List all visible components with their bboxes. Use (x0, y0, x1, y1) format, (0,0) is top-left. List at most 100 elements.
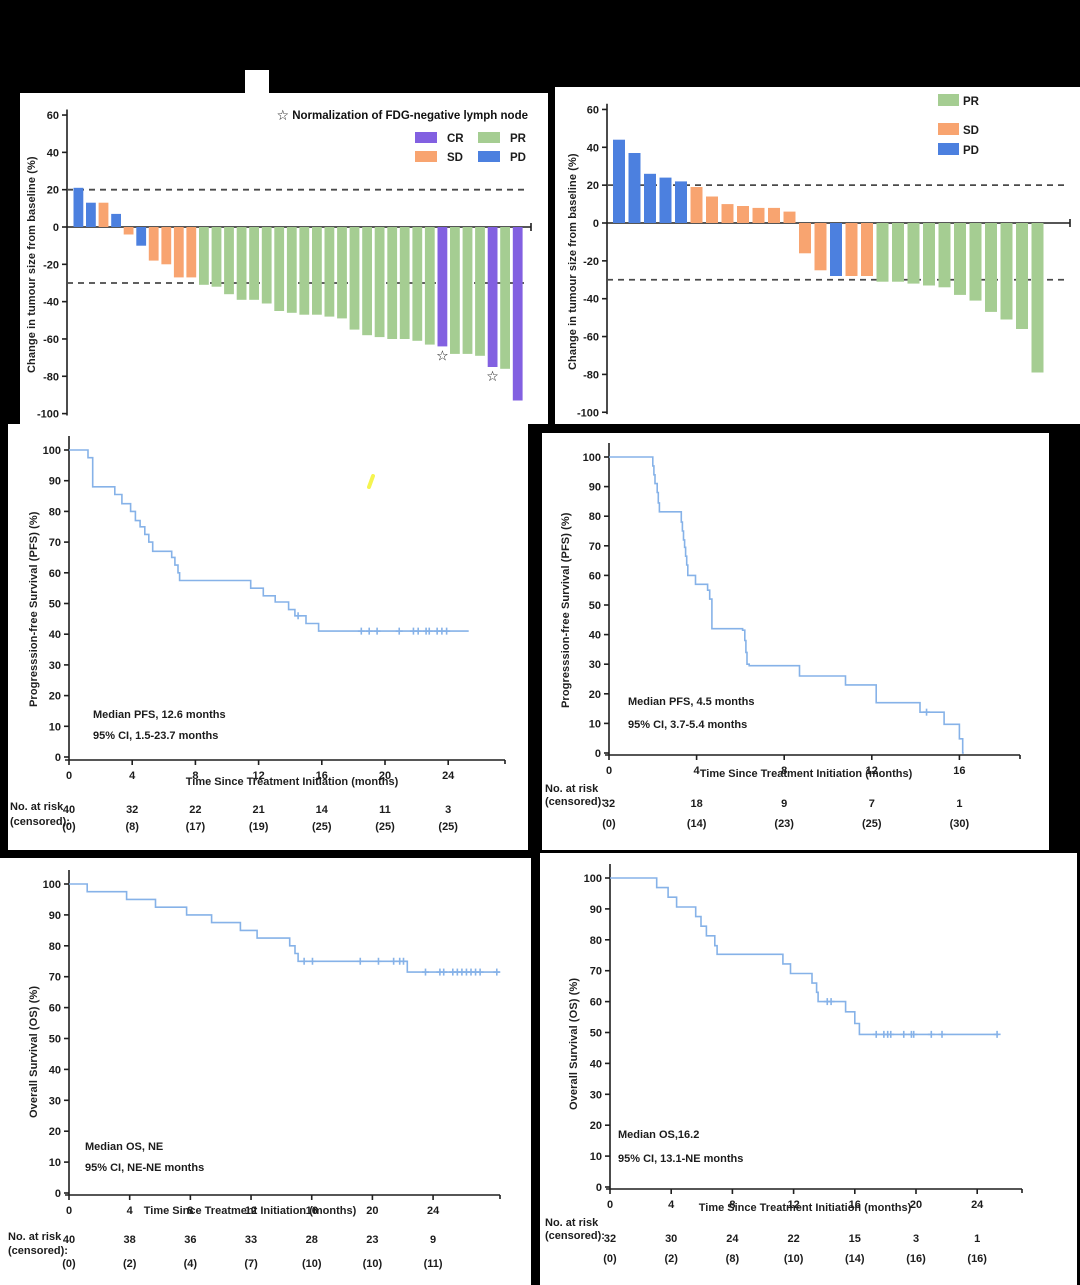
y-tick-label: 90 (49, 910, 61, 922)
censored-count: (7) (244, 1258, 258, 1270)
y-axis-label: Overall Survival (OS) (%) (568, 977, 580, 1110)
censored-count: (10) (363, 1258, 383, 1270)
median-annotation: Median OS, NE (85, 1141, 164, 1153)
stray-highlight-mark (367, 474, 375, 489)
y-tick-label: 50 (49, 1034, 61, 1046)
x-tick-label: 4 (127, 1205, 134, 1217)
censored-count: (17) (186, 821, 206, 833)
waterfall-chart-cohort2: 60 40 20 0 -20 -40 -60 -80 -100 PR SD PD (577, 94, 1071, 419)
censored-count: (25) (862, 818, 882, 830)
legend-label-sd: SD (447, 152, 463, 164)
y-tick-label: 70 (49, 537, 61, 549)
x-tick-label: 16 (306, 1205, 318, 1217)
legend-label-pr: PR (510, 133, 527, 145)
censored-count: (11) (424, 1258, 443, 1270)
waterfall-bar (628, 153, 641, 223)
waterfall-bar (412, 227, 423, 341)
y-tick-label: 40 (587, 142, 599, 154)
y-tick-label: -100 (37, 409, 59, 421)
page-tab-notch (245, 70, 269, 93)
waterfall-bar (437, 227, 448, 347)
x-tick-label: 24 (427, 1205, 440, 1217)
y-tick-label: 60 (589, 570, 601, 582)
risk-table-label: No. at risk (545, 783, 599, 795)
y-axis-label: Progresssion-free Survival (PFS) (%) (28, 511, 40, 707)
median-annotation: Median PFS, 12.6 months (93, 709, 226, 721)
risk-count: 40 (63, 1234, 75, 1246)
censored-table-label: (censored): (10, 816, 70, 828)
censored-count: (14) (687, 818, 707, 830)
waterfall-bar (512, 227, 523, 401)
censored-count: (10) (784, 1253, 804, 1265)
censored-count: (10) (302, 1258, 322, 1270)
star-icon: ☆ (276, 107, 290, 123)
waterfall-bar (892, 223, 904, 282)
y-tick-label: 40 (49, 629, 61, 641)
x-tick-label: 12 (245, 1205, 257, 1217)
waterfall-bar (173, 227, 184, 278)
censored-count: (2) (123, 1258, 137, 1270)
y-tick-label: 100 (583, 452, 601, 464)
x-axis-label: Time Since Treatment Initiation (months) (698, 1202, 912, 1214)
y-tick-label: -60 (43, 334, 59, 346)
waterfall-bar (675, 181, 687, 223)
star-legend-note-text: Normalization of FDG-negative lymph node (292, 110, 528, 122)
star-icon: ☆ (486, 368, 499, 384)
waterfall-bar (374, 227, 385, 338)
waterfall-bar (613, 139, 625, 223)
y-tick-label: 80 (49, 941, 61, 953)
waterfall-bar (312, 227, 322, 315)
y-tick-label: 10 (49, 1157, 61, 1169)
censored-count: (25) (312, 821, 332, 833)
ci-annotation: 95% CI, NE-NE months (85, 1162, 205, 1174)
y-tick-label: 50 (49, 599, 61, 611)
x-tick-label: 24 (971, 1199, 984, 1211)
legend-swatch-pr (478, 132, 500, 143)
censored-count: (16) (967, 1253, 987, 1265)
y-tick-label: 0 (53, 222, 59, 234)
waterfall-bar (73, 187, 84, 227)
km-curve (69, 883, 500, 973)
x-tick-label: 12 (866, 765, 878, 777)
waterfall-bar (123, 227, 134, 235)
x-tick-label: 16 (953, 765, 965, 777)
panel-waterfall-cohort2: 60 40 20 0 -20 -40 -60 -80 -100 PR SD PD Change in … (555, 87, 1080, 424)
y-axis-label: Progresssion-free Survival (PFS) (%) (560, 512, 572, 708)
waterfall-bar (299, 227, 310, 315)
censored-count: (4) (184, 1258, 198, 1270)
legend-swatch-cr (415, 132, 437, 143)
waterfall-bar (814, 223, 827, 271)
waterfall-bar (161, 227, 172, 265)
legend-swatch-sd (938, 123, 959, 135)
legend-swatch-pd (938, 143, 959, 155)
x-tick-label: 16 (849, 1199, 861, 1211)
ci-annotation: 95% CI, 1.5-23.7 months (93, 730, 219, 742)
y-tick-label: -40 (43, 297, 59, 309)
risk-count: 21 (252, 804, 264, 816)
x-tick-label: 8 (187, 1205, 193, 1217)
y-tick-label: 60 (590, 997, 602, 1009)
x-tick-label: 8 (781, 765, 787, 777)
waterfall-bar (286, 227, 297, 313)
censored-count: (14) (845, 1253, 865, 1265)
waterfall-bar (324, 227, 335, 317)
waterfall-bar (659, 177, 672, 223)
legend-label-pd: PD (963, 145, 979, 157)
y-tick-label: 0 (595, 748, 601, 760)
risk-table-label: No. at risk (10, 801, 64, 813)
legend-label-sd: SD (963, 125, 979, 137)
x-tick-label: 4 (694, 765, 701, 777)
y-tick-label: 80 (589, 511, 601, 523)
waterfall-bar (274, 227, 285, 311)
waterfall-bar (186, 227, 197, 278)
censored-count: (0) (603, 1253, 617, 1265)
waterfall-bar (985, 223, 997, 312)
x-tick-label: 4 (668, 1199, 675, 1211)
risk-count: 14 (316, 804, 329, 816)
risk-count: 38 (124, 1234, 136, 1246)
x-tick-label: 8 (192, 770, 198, 782)
y-tick-label: -80 (43, 371, 59, 383)
